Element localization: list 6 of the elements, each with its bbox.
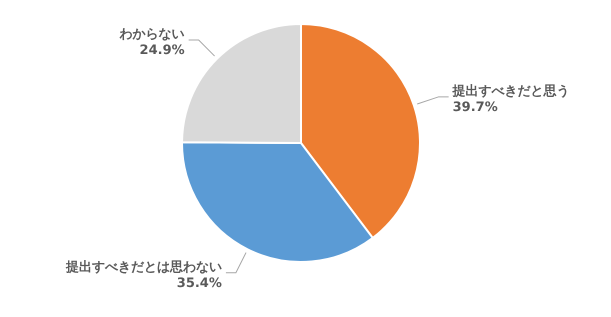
slice-label: 提出すべきだと思う: [452, 84, 570, 99]
slice-label: わからない: [118, 27, 185, 42]
slice-label: 提出すべきだとは思わない: [64, 260, 222, 275]
data-label: 35.4%: [176, 276, 222, 291]
data-label: 24.9%: [140, 43, 185, 58]
data-label: 39.7%: [452, 100, 498, 115]
